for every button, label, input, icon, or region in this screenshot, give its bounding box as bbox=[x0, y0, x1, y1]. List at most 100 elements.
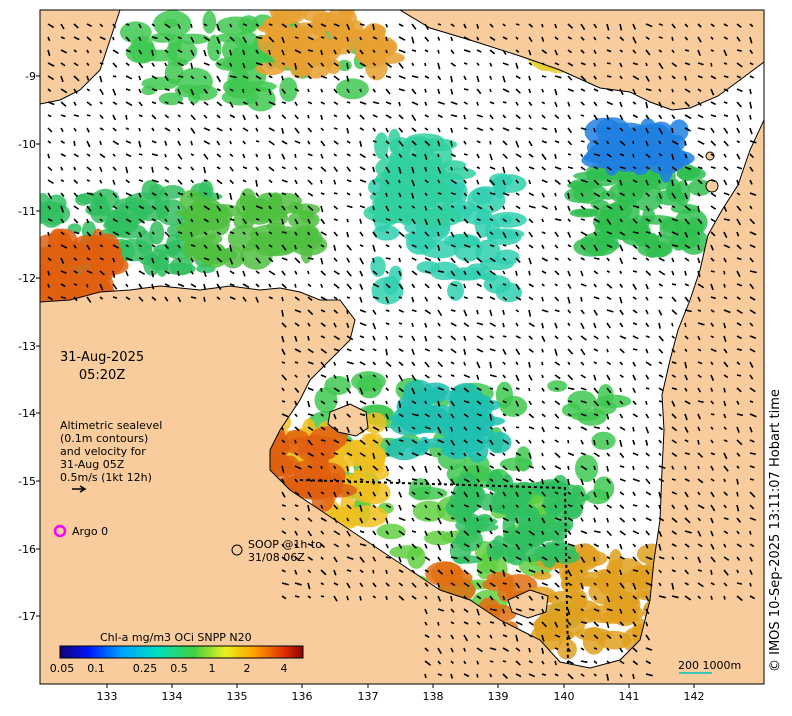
velocity-arrow bbox=[463, 270, 467, 276]
chl-patch bbox=[293, 29, 308, 48]
velocity-arrow bbox=[320, 23, 327, 28]
velocity-arrow bbox=[515, 23, 520, 26]
velocity-arrow bbox=[268, 231, 273, 235]
velocity-arrow bbox=[619, 452, 625, 459]
velocity-arrow bbox=[593, 413, 599, 417]
velocity-arrow bbox=[333, 322, 337, 328]
velocity-arrow bbox=[398, 569, 404, 573]
velocity-arrow bbox=[580, 361, 585, 366]
velocity-arrow bbox=[541, 49, 548, 54]
velocity-arrow bbox=[515, 621, 523, 626]
velocity-arrow bbox=[463, 335, 467, 341]
velocity-arrow bbox=[593, 140, 599, 145]
velocity-arrow bbox=[619, 517, 626, 523]
velocity-arrow bbox=[489, 543, 493, 549]
velocity-arrow bbox=[476, 322, 484, 326]
velocity-arrow bbox=[320, 101, 326, 105]
velocity-arrow bbox=[398, 62, 404, 69]
velocity-arrow bbox=[411, 36, 415, 44]
velocity-arrow bbox=[333, 543, 339, 548]
velocity-arrow bbox=[242, 88, 245, 94]
velocity-arrow bbox=[372, 140, 377, 143]
velocity-arrow bbox=[476, 478, 480, 483]
velocity-arrow bbox=[398, 166, 402, 174]
velocity-arrow bbox=[723, 413, 727, 419]
velocity-arrow bbox=[710, 192, 717, 198]
velocity-arrow bbox=[697, 62, 704, 66]
velocity-arrow bbox=[385, 23, 389, 28]
velocity-arrow bbox=[502, 166, 506, 174]
velocity-arrow bbox=[736, 413, 744, 417]
velocity-arrow bbox=[307, 309, 314, 316]
velocity-arrow bbox=[86, 205, 92, 212]
velocity-arrow bbox=[385, 413, 390, 420]
velocity-arrow bbox=[164, 244, 170, 250]
velocity-arrow bbox=[567, 608, 571, 616]
velocity-arrow bbox=[268, 153, 271, 160]
velocity-arrow bbox=[489, 517, 493, 523]
velocity-arrow bbox=[554, 582, 560, 588]
velocity-arrow bbox=[619, 101, 623, 108]
velocity-arrow bbox=[749, 543, 755, 548]
chl-patch bbox=[302, 10, 329, 22]
velocity-arrow bbox=[697, 426, 701, 432]
velocity-arrow bbox=[632, 660, 639, 666]
velocity-arrow bbox=[346, 491, 350, 495]
velocity-arrow bbox=[255, 257, 261, 264]
credit-text: © IMOS 10-Sep-2025 13:11:07 Hobart time bbox=[768, 389, 783, 672]
velocity-arrow bbox=[502, 595, 506, 600]
velocity-arrow bbox=[645, 387, 650, 390]
velocity-arrow bbox=[567, 218, 571, 223]
velocity-arrow bbox=[476, 309, 479, 315]
velocity-arrow bbox=[580, 101, 585, 106]
velocity-arrow bbox=[437, 413, 442, 419]
velocity-arrow bbox=[476, 439, 483, 444]
velocity-arrow bbox=[580, 569, 583, 574]
velocity-arrow bbox=[242, 153, 246, 159]
velocity-arrow bbox=[359, 283, 364, 291]
velocity-arrow bbox=[398, 179, 401, 184]
velocity-arrow bbox=[203, 127, 211, 132]
velocity-arrow bbox=[606, 517, 610, 523]
velocity-arrow bbox=[294, 192, 300, 198]
velocity-arrow bbox=[320, 192, 325, 196]
velocity-arrow bbox=[619, 348, 625, 354]
velocity-arrow bbox=[489, 439, 494, 446]
velocity-arrow bbox=[294, 361, 299, 364]
velocity-arrow bbox=[658, 88, 662, 93]
velocity-arrow bbox=[671, 244, 679, 248]
velocity-arrow bbox=[515, 504, 519, 508]
velocity-arrow bbox=[619, 140, 626, 146]
velocity-arrow bbox=[346, 374, 350, 382]
velocity-arrow bbox=[86, 88, 91, 92]
velocity-arrow bbox=[333, 296, 338, 300]
velocity-arrow bbox=[177, 140, 181, 146]
chl-patch bbox=[464, 486, 486, 503]
velocity-arrow bbox=[320, 400, 326, 405]
velocity-arrow bbox=[671, 348, 676, 353]
velocity-arrow bbox=[359, 504, 363, 512]
chl-patch bbox=[393, 163, 425, 191]
velocity-arrow bbox=[567, 75, 573, 81]
velocity-arrow bbox=[333, 244, 337, 251]
velocity-arrow bbox=[593, 621, 599, 627]
velocity-arrow bbox=[229, 140, 232, 145]
velocity-arrow bbox=[606, 296, 612, 301]
velocity-arrow bbox=[515, 582, 521, 589]
velocity-arrow bbox=[60, 101, 67, 107]
velocity-arrow bbox=[671, 23, 676, 29]
velocity-arrow bbox=[671, 387, 678, 391]
velocity-arrow bbox=[593, 23, 598, 29]
velocity-arrow bbox=[307, 465, 313, 469]
velocity-arrow bbox=[372, 192, 376, 196]
velocity-arrow bbox=[736, 452, 741, 457]
velocity-arrow bbox=[723, 322, 726, 329]
velocity-arrow bbox=[749, 205, 753, 210]
velocity-arrow bbox=[242, 127, 249, 132]
velocity-arrow bbox=[346, 322, 350, 329]
velocity-arrow bbox=[255, 296, 259, 303]
velocity-arrow bbox=[346, 192, 351, 196]
velocity-arrow bbox=[450, 439, 456, 447]
velocity-arrow bbox=[73, 166, 77, 171]
velocity-arrow bbox=[658, 23, 663, 27]
